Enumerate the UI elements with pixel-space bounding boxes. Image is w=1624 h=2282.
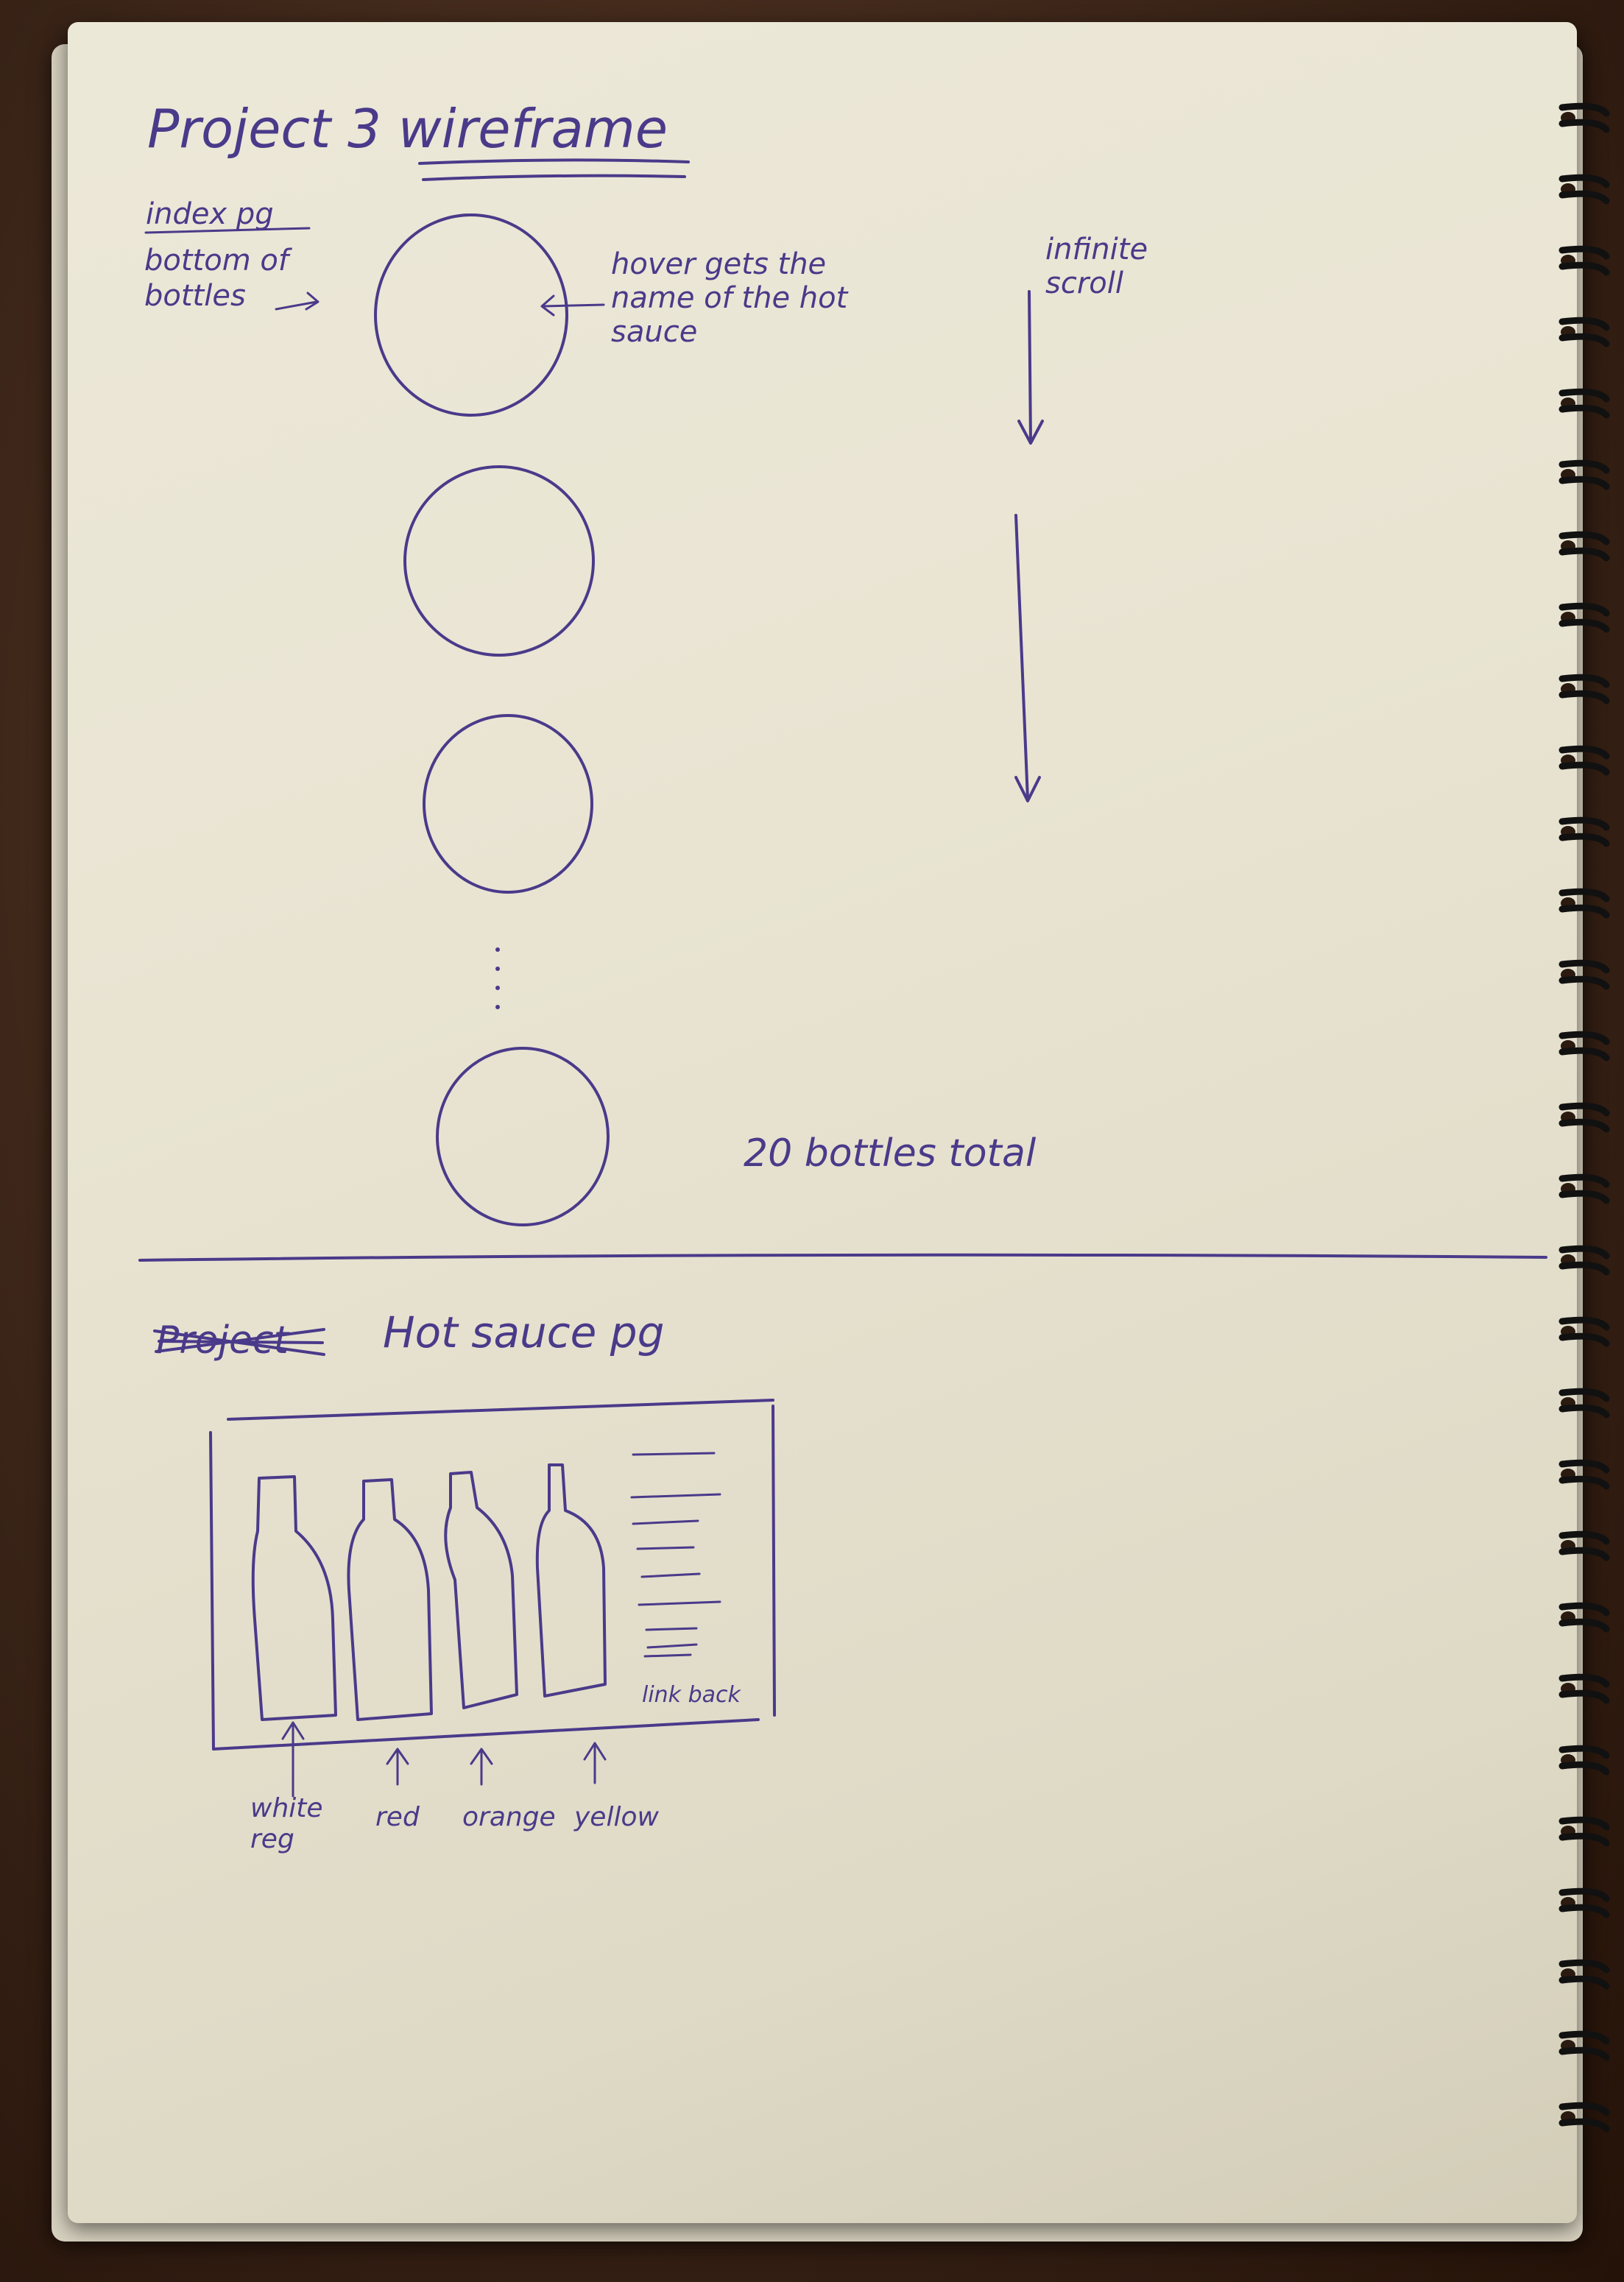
frame-left (209, 1431, 215, 1751)
bottom-of-bottles-note: bottom of bottles (144, 244, 289, 313)
spiral-ring (1558, 459, 1610, 490)
crossed-out-scribble (153, 1328, 325, 1356)
scroll-note-wrap: infinite scroll (1045, 233, 1148, 300)
bottle-yellow (535, 1463, 607, 1698)
spiral-ring (1558, 1245, 1610, 1276)
notebook-page (68, 22, 1577, 2223)
more-bottles-dots (495, 947, 500, 1009)
hotsauce-page-label: Hot sauce pg (383, 1307, 664, 1357)
bottle-red (347, 1478, 433, 1721)
spiral-ring (1558, 959, 1610, 990)
spiral-ring (1558, 816, 1610, 847)
spiral-ring (1558, 531, 1610, 562)
bottom-of-bottles-note-wrap: bottom of bottles (144, 244, 289, 313)
spiral-ring (1558, 1959, 1610, 1990)
spiral-ring (1558, 1887, 1610, 1918)
infinite-scroll-note: infinite scroll (1045, 233, 1148, 300)
frame-top (227, 1399, 774, 1421)
spiral-ring (1558, 1316, 1610, 1347)
frame-right (772, 1405, 776, 1717)
bottle-circle-3 (423, 714, 593, 894)
section-divider (138, 1253, 1547, 1262)
spiral-ring (1558, 674, 1610, 704)
title-underline-1 (418, 158, 690, 165)
title-underline-2 (422, 174, 686, 181)
bottle-label-white: white reg (250, 1793, 323, 1854)
frame-bottom (212, 1718, 760, 1751)
bottle-circle-last (436, 1047, 610, 1226)
spiral-ring (1558, 317, 1610, 347)
spiral-binding (1558, 102, 1610, 2133)
spiral-ring (1558, 745, 1610, 776)
hover-note-wrap: hover gets the name of the hot sauce (611, 247, 848, 349)
spiral-ring (1558, 1745, 1610, 1776)
scroll-arrow-2 (1014, 514, 1041, 802)
spiral-ring (1558, 1673, 1610, 1704)
spiral-ring (1558, 388, 1610, 419)
spiral-ring (1558, 2102, 1610, 2133)
scroll-arrow-1 (1017, 290, 1044, 445)
spiral-ring (1558, 245, 1610, 276)
bottle-label-red: red (375, 1802, 420, 1832)
text-placeholder-lines (630, 1452, 721, 1658)
spiral-ring (1558, 1388, 1610, 1419)
bottle-circle-2 (403, 465, 595, 657)
bottle-count-note: 20 bottles total (744, 1131, 1037, 1176)
page-title: Project 3 wireframe (147, 98, 668, 160)
hover-note: hover gets the name of the hot sauce (611, 247, 848, 349)
side-note-arrow (275, 292, 319, 311)
index-label-underline (144, 227, 311, 234)
spiral-ring (1558, 1459, 1610, 1490)
bottle-circle-1 (374, 213, 568, 417)
spiral-ring (1558, 1031, 1610, 1061)
link-back-label: link back (642, 1682, 742, 1708)
arrow-red (386, 1748, 409, 1786)
spiral-ring (1558, 102, 1610, 133)
bottle-label-yellow: yellow (573, 1802, 659, 1832)
arrow-white (281, 1721, 305, 1798)
spiral-ring (1558, 1173, 1610, 1204)
bottle-label-orange: orange (462, 1802, 556, 1832)
spiral-ring (1558, 1530, 1610, 1561)
spiral-ring (1558, 602, 1610, 633)
spiral-ring (1558, 1102, 1610, 1133)
index-page-label: index pg (146, 197, 274, 231)
hover-arrow (540, 294, 605, 317)
arrow-orange (470, 1748, 493, 1786)
label-white-wrap: white reg (250, 1793, 323, 1854)
spiral-ring (1558, 1816, 1610, 1847)
spiral-ring (1558, 174, 1610, 205)
bottle-orange (444, 1471, 518, 1709)
arrow-yellow (583, 1742, 607, 1784)
spiral-ring (1558, 1602, 1610, 1633)
spiral-ring (1558, 888, 1610, 919)
spiral-ring (1558, 2030, 1610, 2061)
bottle-white (251, 1475, 337, 1721)
